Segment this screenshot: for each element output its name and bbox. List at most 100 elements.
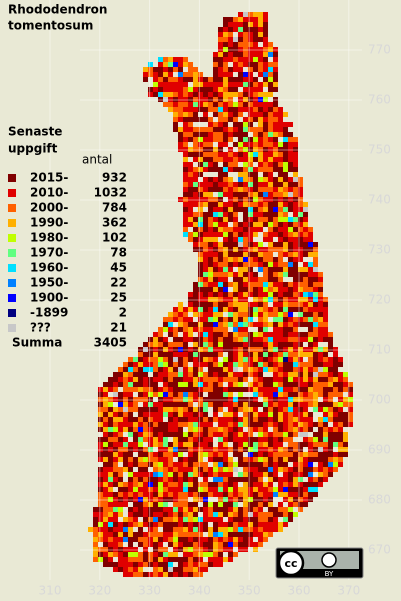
map-cell bbox=[103, 547, 108, 552]
map-cell bbox=[103, 467, 108, 472]
map-cell bbox=[103, 487, 108, 492]
map-cell bbox=[238, 487, 243, 492]
map-cell bbox=[118, 422, 123, 427]
map-cell bbox=[163, 467, 168, 472]
map-cell bbox=[278, 417, 283, 422]
map-cell bbox=[213, 157, 218, 162]
map-cell bbox=[318, 317, 323, 322]
map-cell bbox=[193, 442, 198, 447]
legend-label: 1990- bbox=[30, 216, 68, 230]
map-cell bbox=[158, 357, 163, 362]
map-cell bbox=[253, 427, 258, 432]
map-cell bbox=[213, 407, 218, 412]
map-cell bbox=[118, 557, 123, 562]
map-cell bbox=[178, 452, 183, 457]
map-cell bbox=[178, 372, 183, 377]
map-cell bbox=[213, 322, 218, 327]
map-cell bbox=[228, 257, 233, 262]
map-cell bbox=[303, 247, 308, 252]
map-cell bbox=[253, 17, 258, 22]
map-cell bbox=[248, 427, 253, 432]
map-cell bbox=[258, 497, 263, 502]
map-cell bbox=[218, 217, 223, 222]
map-cell bbox=[183, 547, 188, 552]
map-cell bbox=[248, 262, 253, 267]
map-cell bbox=[203, 257, 208, 262]
map-cell bbox=[343, 372, 348, 377]
map-cell bbox=[348, 387, 353, 392]
map-cell bbox=[178, 482, 183, 487]
map-cell bbox=[268, 72, 273, 77]
map-cell bbox=[193, 287, 198, 292]
map-cell bbox=[208, 157, 213, 162]
map-cell bbox=[258, 132, 263, 137]
map-cell bbox=[273, 202, 278, 207]
map-cell bbox=[173, 392, 178, 397]
map-cell bbox=[238, 197, 243, 202]
map-cell bbox=[268, 492, 273, 497]
map-cell bbox=[188, 472, 193, 477]
map-cell bbox=[183, 367, 188, 372]
map-cell bbox=[173, 347, 178, 352]
map-cell bbox=[228, 392, 233, 397]
map-cell bbox=[208, 427, 213, 432]
map-cell bbox=[188, 92, 193, 97]
map-cell bbox=[258, 507, 263, 512]
map-cell bbox=[173, 532, 178, 537]
map-cell bbox=[238, 452, 243, 457]
map-cell bbox=[263, 377, 268, 382]
map-cell bbox=[298, 302, 303, 307]
map-cell bbox=[288, 197, 293, 202]
map-cell bbox=[118, 452, 123, 457]
map-cell bbox=[133, 547, 138, 552]
map-cell bbox=[93, 527, 98, 532]
map-cell bbox=[223, 317, 228, 322]
map-cell bbox=[218, 62, 223, 67]
map-cell bbox=[198, 172, 203, 177]
map-cell bbox=[223, 22, 228, 27]
map-cell bbox=[123, 422, 128, 427]
map-cell bbox=[288, 362, 293, 367]
map-cell bbox=[258, 302, 263, 307]
map-cell bbox=[258, 67, 263, 72]
map-cell bbox=[288, 492, 293, 497]
map-cell bbox=[218, 542, 223, 547]
map-cell bbox=[228, 527, 233, 532]
map-cell bbox=[243, 17, 248, 22]
map-cell bbox=[183, 572, 188, 577]
map-cell bbox=[158, 377, 163, 382]
map-cell bbox=[273, 387, 278, 392]
map-cell bbox=[243, 372, 248, 377]
map-cell bbox=[243, 487, 248, 492]
map-cell bbox=[333, 462, 338, 467]
map-cell bbox=[193, 182, 198, 187]
map-cell bbox=[178, 327, 183, 332]
map-cell bbox=[293, 227, 298, 232]
map-cell bbox=[173, 372, 178, 377]
map-cell bbox=[253, 302, 258, 307]
map-cell bbox=[203, 487, 208, 492]
map-cell bbox=[173, 317, 178, 322]
map-cell bbox=[168, 487, 173, 492]
map-cell bbox=[238, 362, 243, 367]
map-cell bbox=[243, 277, 248, 282]
map-cell bbox=[193, 352, 198, 357]
map-cell bbox=[343, 432, 348, 437]
map-cell bbox=[233, 112, 238, 117]
map-cell bbox=[198, 247, 203, 252]
legend-swatch bbox=[8, 249, 16, 257]
map-cell bbox=[133, 477, 138, 482]
map-cell bbox=[143, 552, 148, 557]
map-cell bbox=[238, 142, 243, 147]
map-cell bbox=[293, 292, 298, 297]
map-cell bbox=[203, 492, 208, 497]
map-cell bbox=[193, 377, 198, 382]
map-cell bbox=[268, 382, 273, 387]
map-cell bbox=[253, 262, 258, 267]
map-cell bbox=[203, 522, 208, 527]
map-cell bbox=[303, 502, 308, 507]
map-cell bbox=[233, 387, 238, 392]
map-cell bbox=[293, 182, 298, 187]
map-cell bbox=[178, 457, 183, 462]
